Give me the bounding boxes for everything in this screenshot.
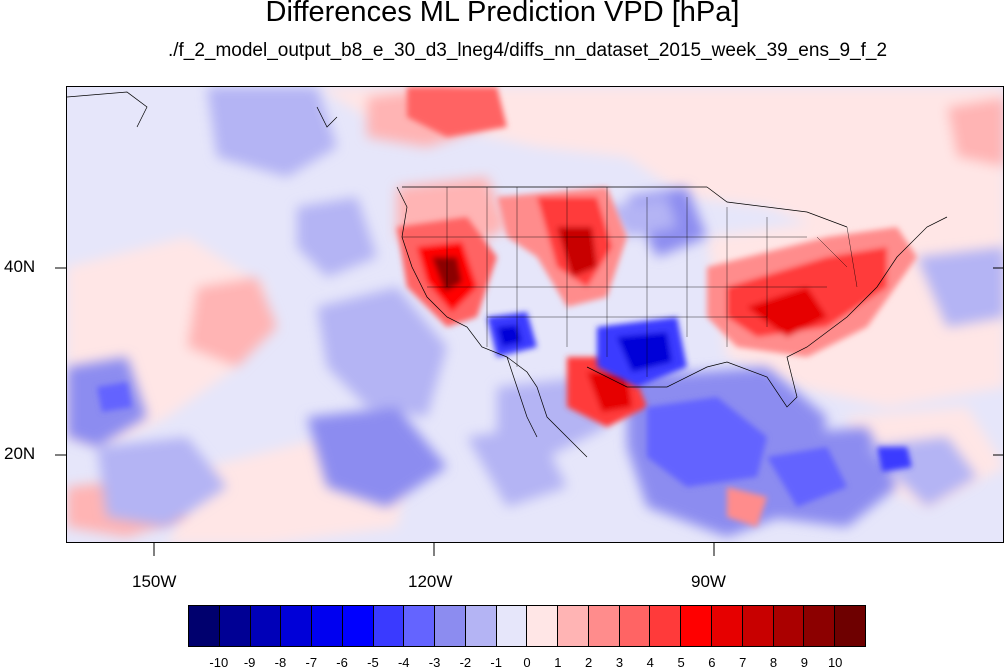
colorbar-swatch <box>804 606 836 646</box>
colorbar-swatch <box>281 606 313 646</box>
negative-core-layer <box>97 312 912 507</box>
colorbar-swatch <box>588 606 620 646</box>
colorbar-swatch <box>404 606 436 646</box>
colorbar-label: 0 <box>523 655 531 670</box>
lon-label-120w: 120W <box>408 572 453 591</box>
lat-label-20n: 20N <box>4 444 36 463</box>
lon-label-150w: 150W <box>132 572 177 591</box>
colorbar-swatch <box>558 606 589 646</box>
colorbar-swatch <box>712 606 743 646</box>
colorbar-swatch <box>619 606 651 646</box>
lat-label-40n: 40N <box>4 257 36 276</box>
lon-label-90w: 90W <box>691 572 726 591</box>
colorbar-label: 9 <box>800 655 808 670</box>
colorbar-label: 4 <box>646 655 654 670</box>
vpd-difference-map <box>66 86 1004 543</box>
coastlines <box>67 91 948 458</box>
colorbar-label: -1 <box>490 655 502 670</box>
colorbar-label: -7 <box>305 655 318 670</box>
colorbar-label: -6 <box>336 655 348 670</box>
colorbar-swatch <box>342 606 374 646</box>
colorbar-label: 1 <box>554 655 562 670</box>
colorbar-swatch <box>219 606 251 646</box>
colorbar-label: 3 <box>615 655 624 670</box>
map-subtitle: ./f_2_model_output_b8_e_30_d3_lneg4/diff… <box>167 40 888 61</box>
colorbar-swatch <box>189 606 220 646</box>
colorbar-label: 6 <box>708 655 716 670</box>
colorbar-swatch <box>742 606 774 646</box>
colorbar-label: 8 <box>769 655 778 670</box>
colorbar-label: -5 <box>367 655 379 670</box>
colorbar-label: -9 <box>243 655 256 670</box>
colorbar-swatch <box>435 606 466 646</box>
state-borders <box>402 187 858 377</box>
map-title: Differences ML Prediction VPD [hPa] <box>265 0 740 28</box>
colorbar-label: -3 <box>428 655 441 670</box>
colorbar-swatch <box>312 606 343 646</box>
colorbar-swatch <box>527 606 559 646</box>
colorbar-label: 2 <box>585 655 593 670</box>
map-field <box>67 87 1003 542</box>
colorbar-swatch <box>496 606 528 646</box>
colorbar-swatch <box>773 606 805 646</box>
colorbar-swatch <box>681 606 713 646</box>
colorbar-swatch <box>835 606 865 646</box>
colorbar-label: 5 <box>677 655 685 670</box>
colorbar-swatch <box>650 606 682 646</box>
colorbar <box>188 605 866 647</box>
colorbar-label: 10 <box>827 655 843 670</box>
colorbar-swatch <box>373 606 405 646</box>
colorbar-label: 7 <box>739 655 747 670</box>
colorbar-label: -10 <box>209 655 229 670</box>
colorbar-swatch <box>465 606 497 646</box>
colorbar-label: -4 <box>397 655 410 670</box>
colorbar-label: -2 <box>459 655 472 670</box>
colorbar-swatch <box>250 606 282 646</box>
colorbar-label: -8 <box>274 655 287 670</box>
